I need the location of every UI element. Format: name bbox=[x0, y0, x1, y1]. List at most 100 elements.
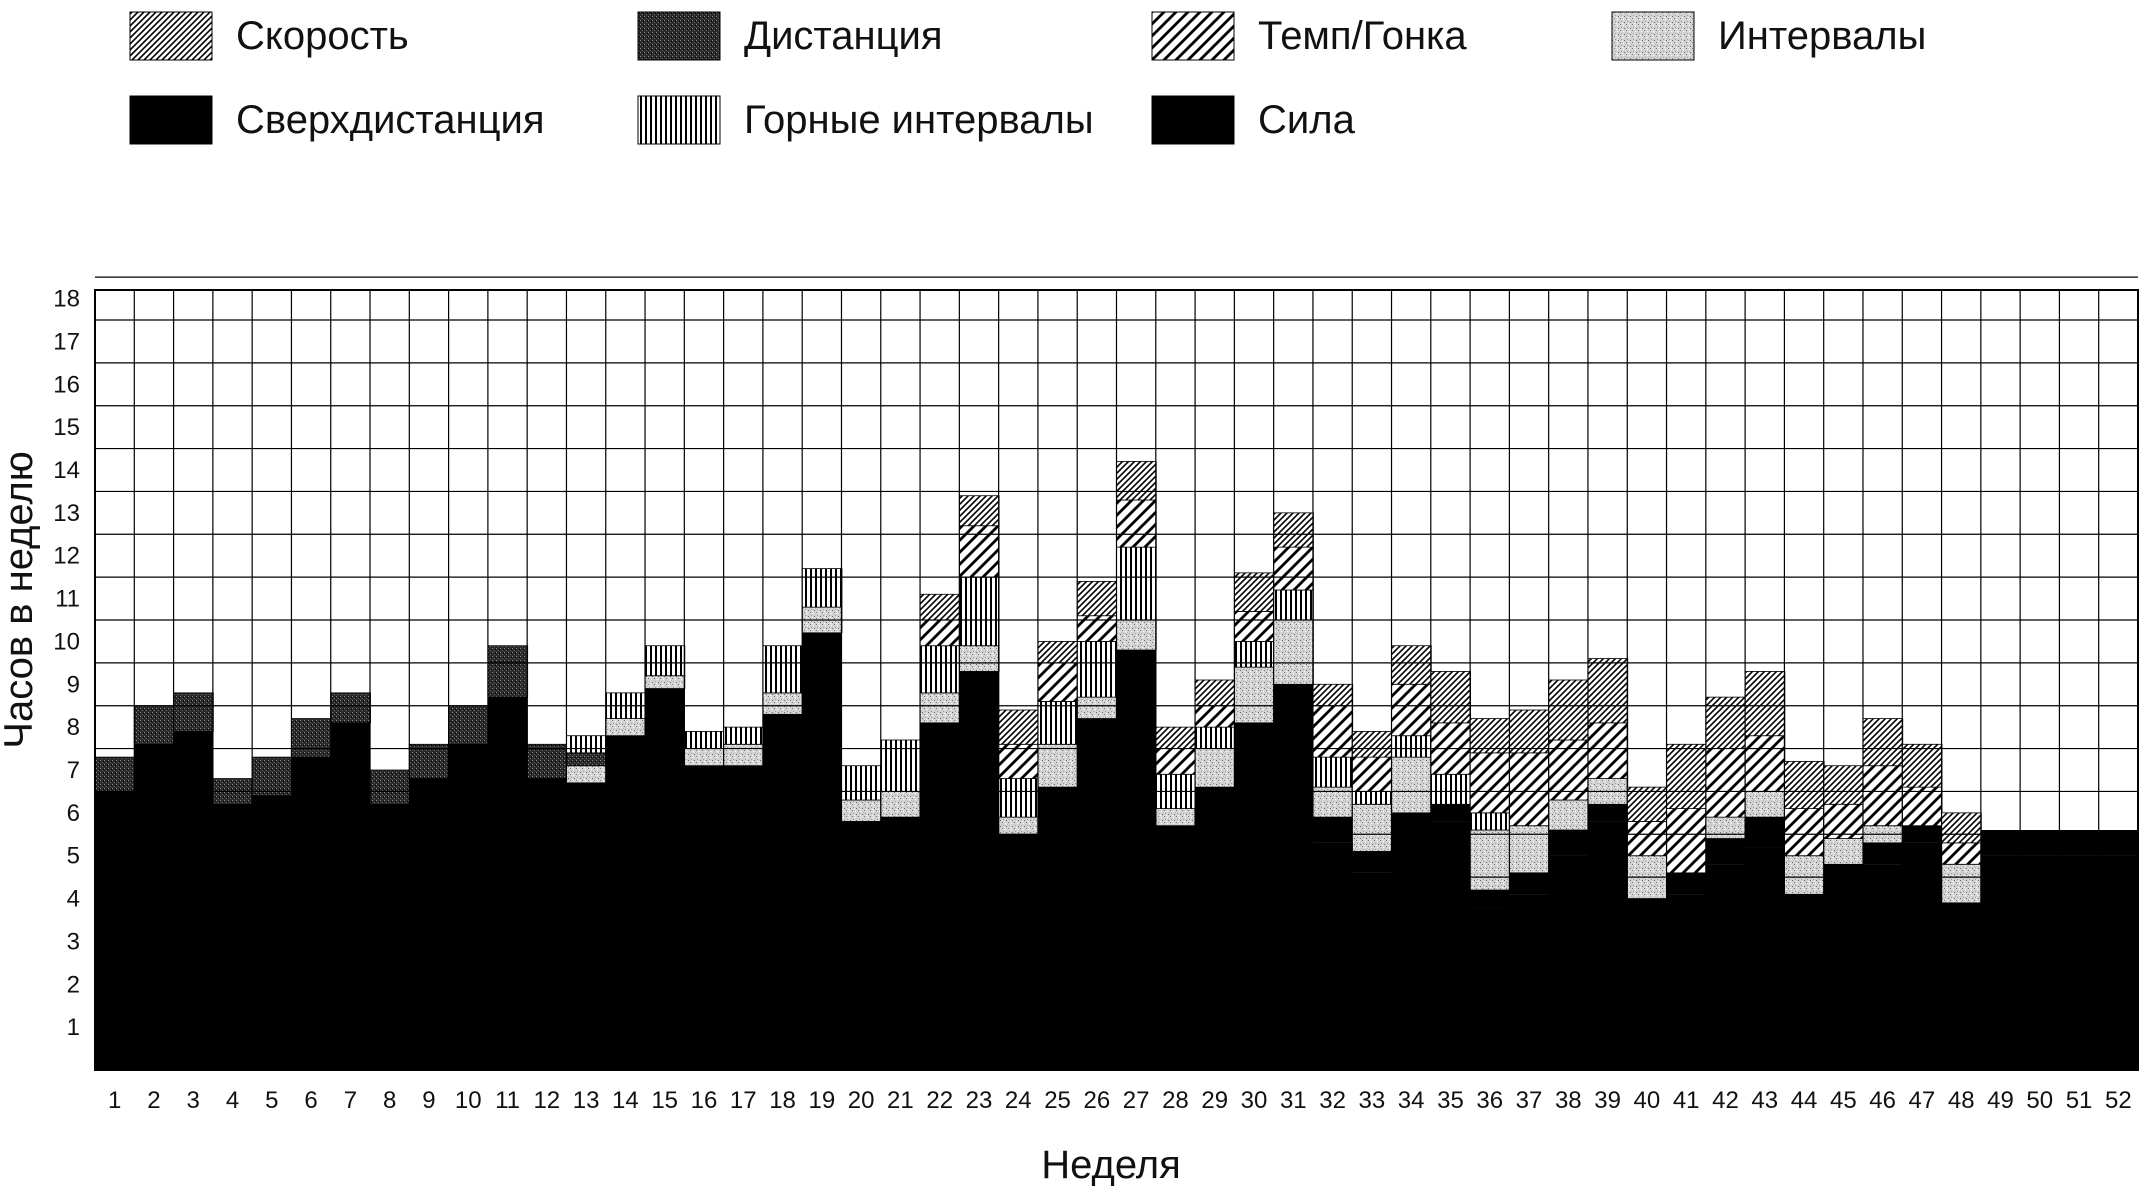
x-tick-label: 24 bbox=[1005, 1087, 1032, 1114]
bar-segment-горные-интервалы-week-21 bbox=[880, 739, 921, 792]
bar-base-cover-week-19 bbox=[802, 632, 842, 1070]
bar-segment-горные-интервалы-week-23 bbox=[958, 576, 1000, 647]
bar-base-cover-week-41 bbox=[1666, 894, 1707, 1070]
x-tick-label: 52 bbox=[2105, 1087, 2132, 1114]
bar-segment-скорость-week-48 bbox=[1941, 812, 1982, 844]
bar-segment-скорость-week-26 bbox=[1076, 581, 1118, 617]
bar-base-cover-week-32 bbox=[1312, 842, 1353, 1070]
bar-segment-скорость-week-30 bbox=[1233, 572, 1275, 612]
bar-segment-темп-гонка-week-23 bbox=[958, 525, 1000, 578]
bar-segment-интервалы-week-16 bbox=[683, 748, 725, 767]
x-tick-label: 18 bbox=[769, 1087, 796, 1114]
bar-base-cover-week-25 bbox=[1037, 787, 1078, 1070]
bar-base-cover-week-5 bbox=[252, 795, 292, 1070]
x-tick-label: 49 bbox=[1987, 1087, 2014, 1114]
bar-base-cover-week-50 bbox=[2020, 855, 2060, 1070]
bar-segment-скорость-week-43 bbox=[1744, 671, 1786, 737]
legend-item-сила: Сила bbox=[1151, 95, 1356, 145]
legend-swatch bbox=[1151, 95, 1235, 145]
x-tick-label: 7 bbox=[344, 1087, 357, 1114]
bar-segment-интервалы-week-22 bbox=[919, 692, 961, 724]
bar-segment-темп-гонка-week-45 bbox=[1823, 803, 1864, 839]
bar-segment-горные-интервалы-week-16 bbox=[683, 731, 725, 749]
bar-segment-скорость-week-40 bbox=[1626, 786, 1668, 822]
bar-segment-темп-гонка-week-46 bbox=[1862, 765, 1904, 827]
legend-label: Сверхдистанция bbox=[236, 98, 545, 142]
bar-base-cover-week-48 bbox=[1941, 928, 1982, 1070]
bar-segment-дистанция-week-10 bbox=[448, 705, 489, 745]
x-axis-ticks: 1 2 3 4 5 6 7 8 9 10 11 12 13 14 15 16 17 18 19 20 21 22 23 24 2… bbox=[108, 1087, 2132, 1114]
bar-segment-темп-гонка-week-30 bbox=[1233, 611, 1275, 642]
x-tick-label: 5 bbox=[265, 1087, 278, 1114]
bar-segment-интервалы-week-25 bbox=[1037, 743, 1079, 788]
x-tick-label: 43 bbox=[1751, 1087, 1778, 1114]
bar-base-cover-week-2 bbox=[134, 744, 175, 1070]
legend-label: Интервалы bbox=[1718, 14, 1926, 58]
bar-segment-темп-гонка-week-25 bbox=[1037, 662, 1079, 702]
bar-segment-интервалы-week-36 bbox=[1469, 829, 1511, 891]
bar-segment-сверхдистанция-week-37 bbox=[1509, 872, 1550, 895]
bar-segment-интервалы-week-14 bbox=[605, 718, 646, 737]
bar-segment-темп-гонка-week-43 bbox=[1744, 735, 1786, 792]
bar-base-cover-week-7 bbox=[330, 722, 371, 1070]
bar-segment-горные-интервалы-week-25 bbox=[1037, 701, 1079, 745]
bar-segment-темп-гонка-week-37 bbox=[1508, 752, 1550, 827]
bar-segment-горные-интервалы-week-18 bbox=[762, 645, 804, 694]
bar-segment-интервалы-week-38 bbox=[1548, 799, 1589, 831]
y-tick-label: 18 bbox=[53, 286, 80, 313]
x-tick-label: 20 bbox=[848, 1087, 875, 1114]
bar-segment-скорость-week-34 bbox=[1391, 645, 1432, 685]
bar-segment-горные-интервалы-week-15 bbox=[644, 645, 686, 677]
bar-base-cover-week-36 bbox=[1470, 907, 1510, 1070]
bar-segment-темп-гонка-week-27 bbox=[1116, 499, 1157, 548]
bar-segment-интервалы-week-23 bbox=[958, 645, 1000, 672]
x-tick-label: 47 bbox=[1909, 1087, 1936, 1114]
bar-base-cover-week-52 bbox=[2098, 855, 2139, 1070]
bar-segment-темп-гонка-week-24 bbox=[998, 743, 1039, 779]
bar-segment-дистанция-week-9 bbox=[408, 743, 450, 779]
x-tick-label: 19 bbox=[808, 1087, 835, 1114]
bar-segment-дистанция-week-7 bbox=[330, 692, 371, 724]
legend-label: Сила bbox=[1258, 98, 1356, 142]
bar-segment-дистанция-week-6 bbox=[291, 718, 332, 758]
bar-segment-темп-гонка-week-31 bbox=[1273, 546, 1314, 591]
x-tick-label: 39 bbox=[1594, 1087, 1621, 1114]
bar-segment-скорость-week-31 bbox=[1273, 512, 1314, 548]
bar-base-cover-week-47 bbox=[1902, 842, 1943, 1070]
x-tick-label: 40 bbox=[1634, 1087, 1661, 1114]
bar-segment-интервалы-week-31 bbox=[1273, 619, 1314, 685]
bar-base-cover-week-28 bbox=[1155, 825, 1196, 1070]
bar-base-cover-week-22 bbox=[920, 722, 960, 1070]
bar-segment-интервалы-week-13 bbox=[566, 765, 607, 784]
bar-segment-интервалы-week-43 bbox=[1744, 791, 1786, 818]
x-tick-label: 9 bbox=[422, 1087, 435, 1114]
bar-base-cover-week-43 bbox=[1745, 847, 1785, 1070]
bar-segment-скорость-week-25 bbox=[1037, 641, 1079, 664]
bar-segment-интервалы-week-17 bbox=[723, 743, 764, 767]
bar-segment-интервалы-week-37 bbox=[1508, 825, 1550, 874]
bar-segment-интервалы-week-28 bbox=[1155, 808, 1196, 827]
bar-base-cover-week-46 bbox=[1862, 864, 1903, 1070]
bar-base-cover-week-12 bbox=[527, 778, 567, 1070]
bar-segment-темп-гонка-week-39 bbox=[1587, 722, 1629, 779]
bar-segment-темп-гонка-week-32 bbox=[1312, 705, 1354, 758]
x-tick-label: 16 bbox=[691, 1087, 718, 1114]
bar-segment-сверхдистанция-week-48 bbox=[1941, 902, 1982, 929]
x-tick-label: 28 bbox=[1162, 1087, 1189, 1114]
x-tick-label: 44 bbox=[1791, 1087, 1818, 1114]
bar-segment-дистанция-week-3 bbox=[173, 692, 214, 732]
x-tick-label: 3 bbox=[187, 1087, 200, 1114]
bar-base-cover-week-35 bbox=[1430, 821, 1471, 1070]
x-tick-label: 45 bbox=[1830, 1087, 1857, 1114]
bar-segment-сверхдистанция-week-40 bbox=[1627, 898, 1668, 920]
bar-segment-интервалы-week-42 bbox=[1705, 816, 1747, 839]
bar-segment-темп-гонка-week-40 bbox=[1626, 821, 1668, 857]
bar-base-cover-week-44 bbox=[1784, 920, 1825, 1070]
bar-segment-сверхдистанция-week-41 bbox=[1666, 872, 1707, 895]
x-tick-label: 17 bbox=[730, 1087, 757, 1114]
bar-segment-горные-интервалы-week-19 bbox=[801, 568, 843, 608]
legend-swatch bbox=[129, 95, 213, 145]
bar-segment-темп-гонка-week-29 bbox=[1194, 705, 1236, 728]
x-tick-label: 48 bbox=[1948, 1087, 1975, 1114]
